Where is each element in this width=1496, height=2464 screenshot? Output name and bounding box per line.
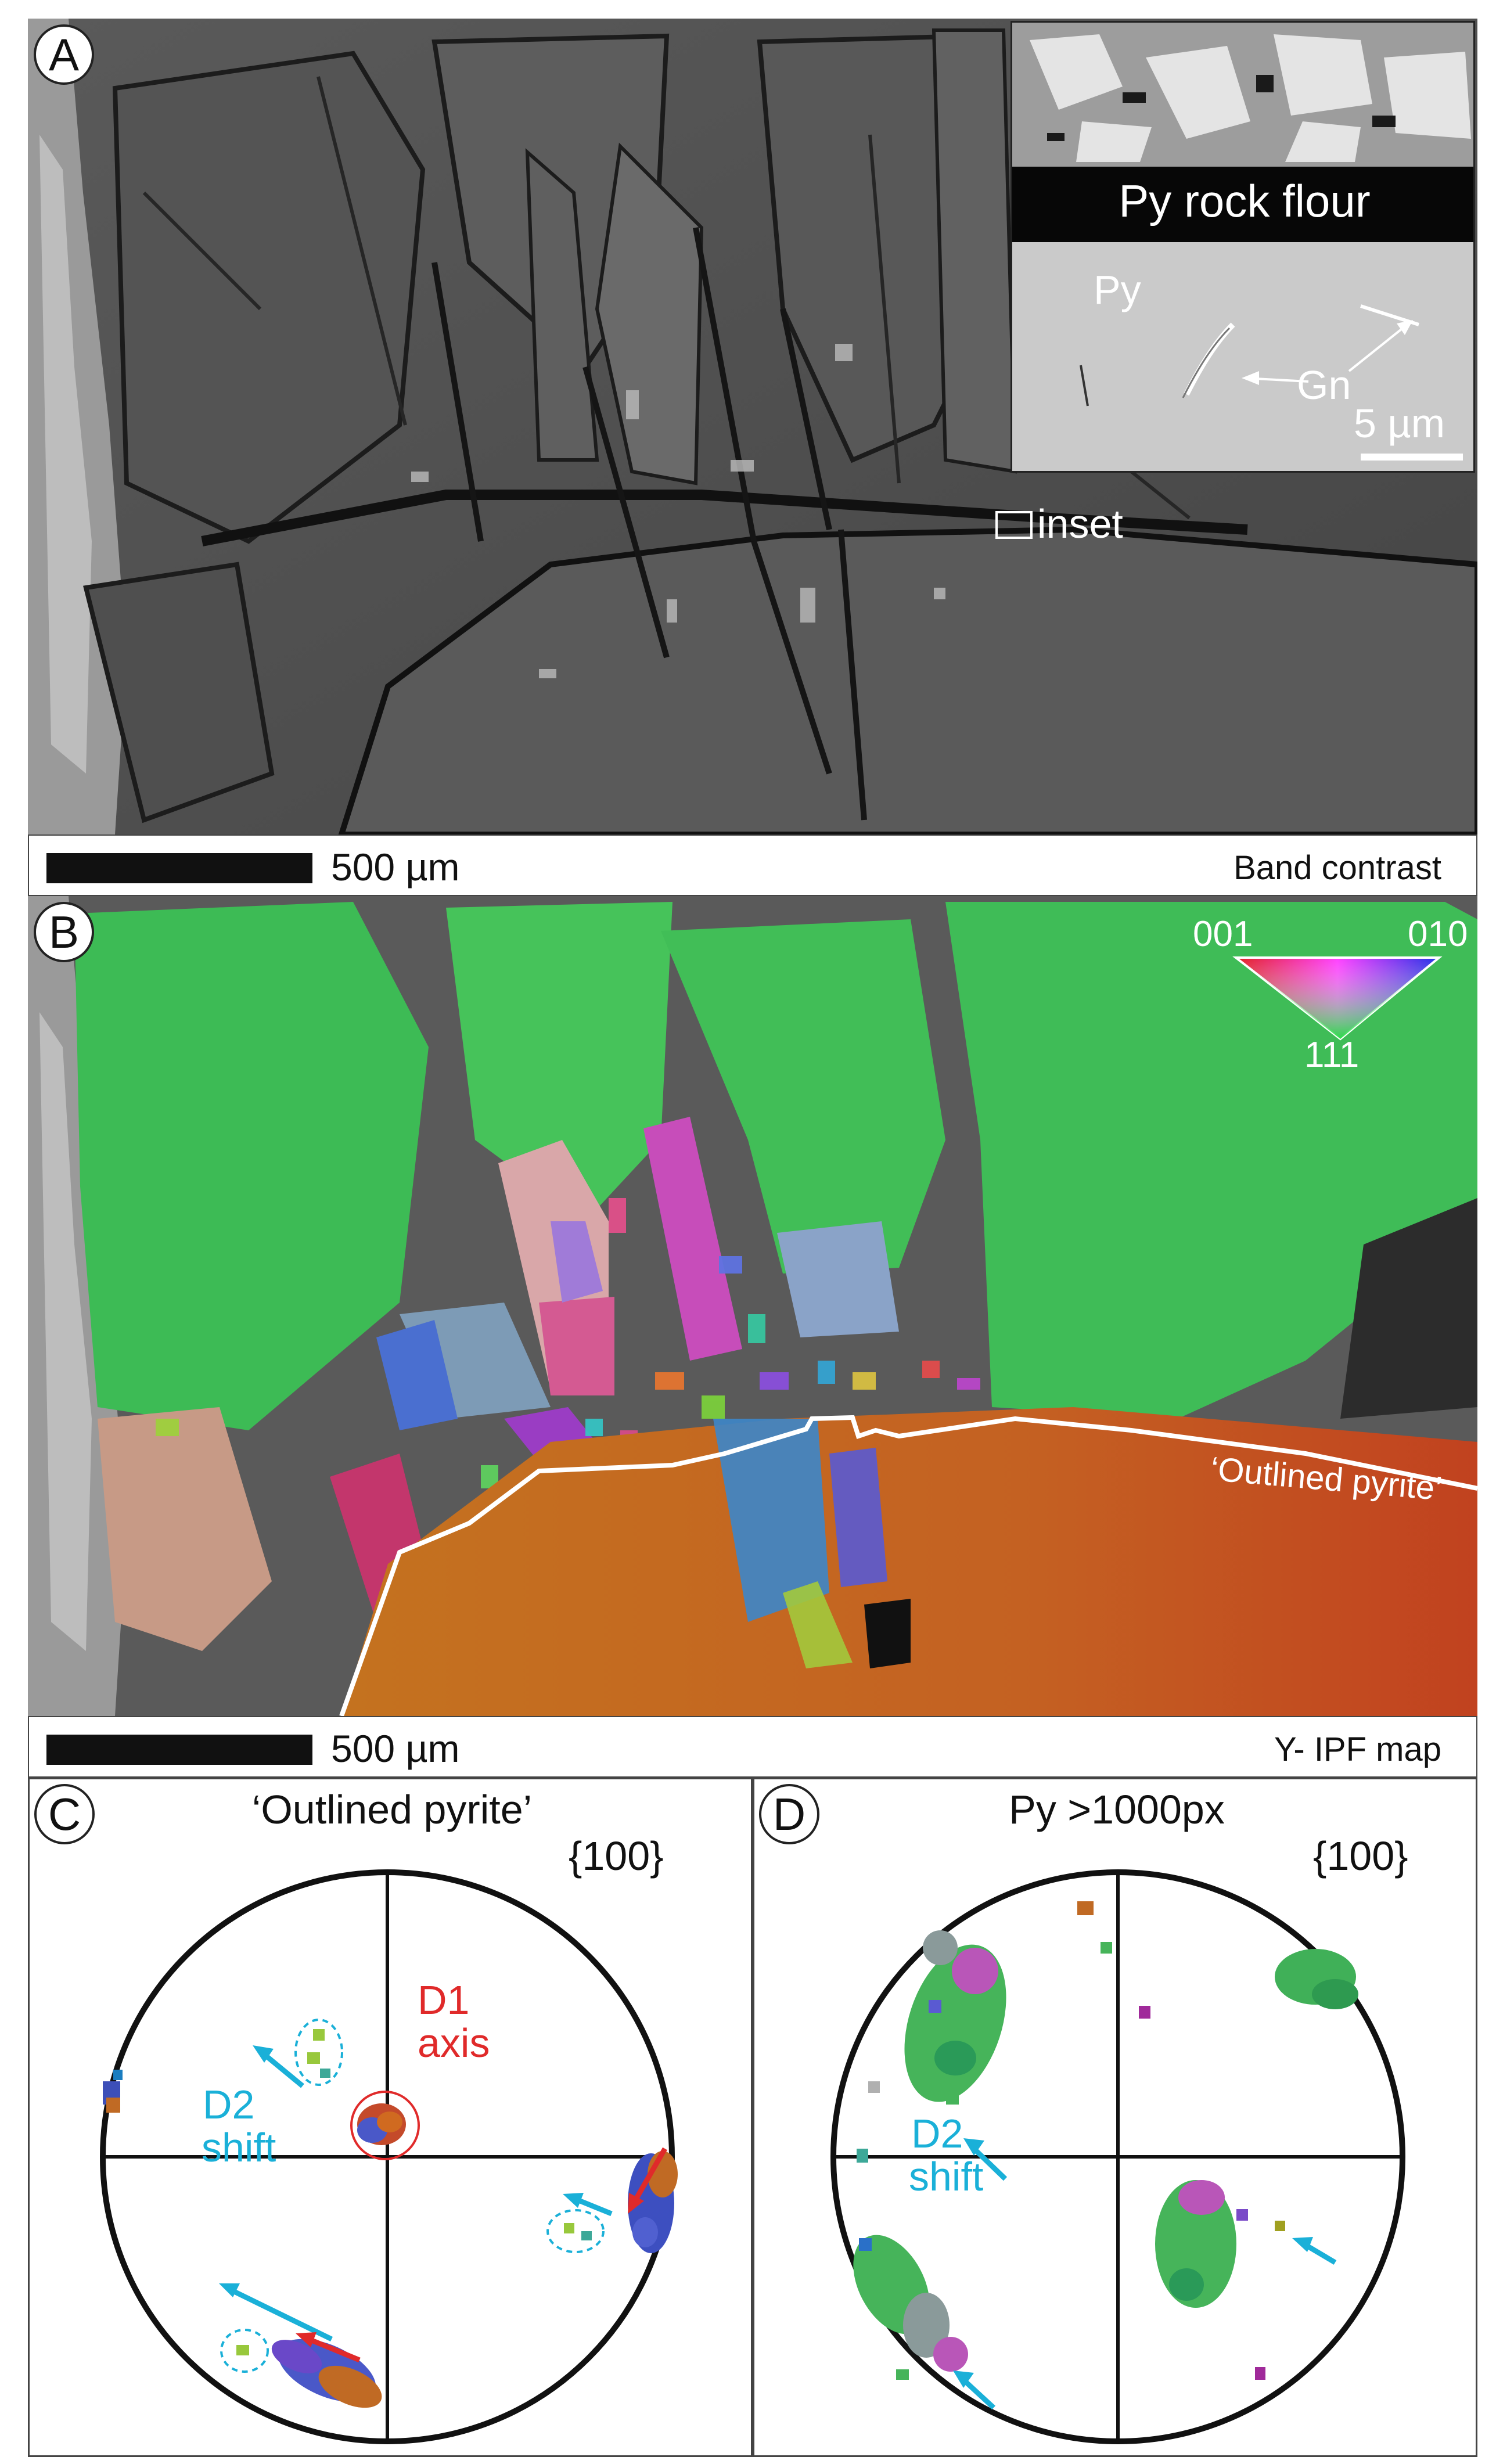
- d2-shift-label-line2: shift: [202, 2125, 276, 2170]
- inset-image: [1012, 23, 1473, 471]
- panel-a-label: A: [34, 24, 94, 85]
- panel-b-caption-bar: 500 µm Y- IPF map: [28, 1716, 1477, 1778]
- panel-a-scale-label: 500 µm: [331, 846, 460, 889]
- panel-d-plane-label: {100}: [1313, 1833, 1408, 1879]
- panel-c-label: C: [34, 1784, 95, 1844]
- inset-gn-label: Gn: [1297, 362, 1351, 408]
- panel-c-title: ‘Outlined pyrite’: [251, 1787, 533, 1832]
- panel-a-band-contrast-map: A: [28, 19, 1477, 834]
- panel-b-map-type: Y- IPF map: [1274, 1731, 1441, 1768]
- panel-a-scale-bar: [46, 853, 312, 883]
- ipf-color-key: [1232, 956, 1443, 1041]
- d2-shift-label-d-line1: D2: [911, 2111, 963, 2156]
- panel-d-title: Py >1000px: [1009, 1787, 1225, 1832]
- ipf-key-010-label: 010: [1408, 914, 1468, 954]
- ipf-key-001-label: 001: [1193, 914, 1253, 954]
- d2-shift-label-line1: D2: [203, 2082, 255, 2127]
- panel-a-caption-bar: 500 µm Band contrast: [28, 834, 1477, 896]
- panel-c-plane-label: {100}: [569, 1833, 664, 1879]
- panel-b-label: B: [34, 902, 94, 962]
- ipf-key-111-label: 111: [1304, 1035, 1360, 1075]
- panel-c-pole-figure: C ‘Outlined pyrite’ {100} D1 axis D2 shi…: [28, 1778, 753, 2457]
- panel-b-scale-bar: [46, 1735, 312, 1765]
- inset-rock-flour-label: Py rock flour: [1119, 175, 1371, 226]
- d1-axis-label-line2: axis: [418, 2020, 490, 2066]
- sem-inset: Py rock flour Py Gn 5 µm: [1010, 21, 1475, 473]
- inset-py-label: Py: [1094, 267, 1141, 312]
- panel-b-ipf-map: B 001 010 111 ‘Outlined pyrite’: [28, 896, 1477, 1716]
- inset-location-box: [995, 511, 1033, 539]
- ipf-map-image: [28, 896, 1477, 1716]
- pole-figure-c: [100, 1869, 678, 2444]
- d2-shift-label-d-line2: shift: [909, 2154, 984, 2199]
- pole-figure-d: [830, 1869, 1405, 2444]
- panel-d-pole-figure: D Py >1000px {100} D2 shift: [753, 1778, 1477, 2457]
- inset-location-label: inset: [1037, 501, 1123, 546]
- d1-axis-label-line1: D1: [418, 1977, 470, 2023]
- panel-d-label: D: [759, 1784, 819, 1844]
- panel-a-map-type: Band contrast: [1234, 849, 1441, 887]
- inset-scale-label: 5 µm: [1354, 401, 1445, 446]
- panel-b-scale-label: 500 µm: [331, 1727, 460, 1770]
